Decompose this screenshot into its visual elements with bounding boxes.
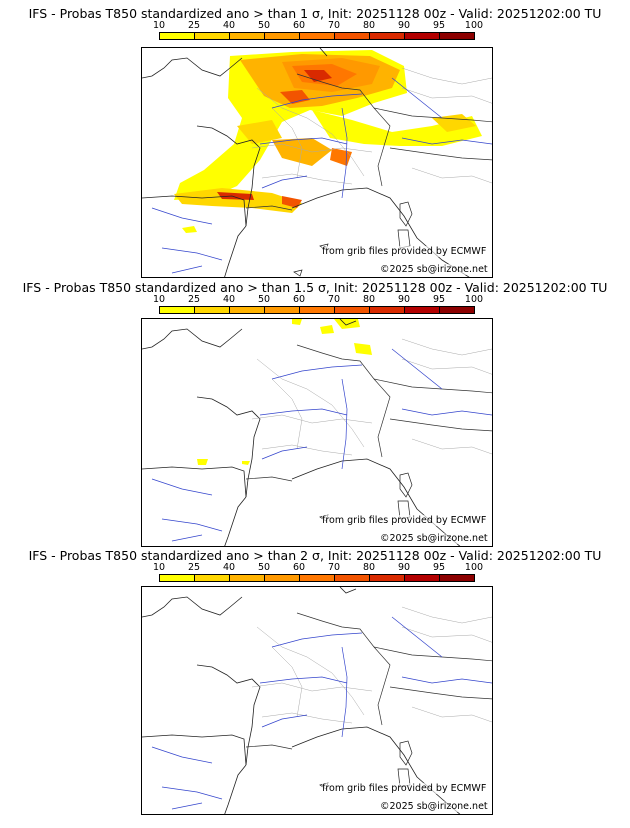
scale-swatch [265, 307, 300, 313]
rivers [151, 77, 492, 274]
scale-tick: 10 [152, 294, 166, 305]
panel-title: IFS - Probas T850 standardized ano > tha… [28, 6, 602, 21]
scale-tick: 90 [397, 562, 411, 573]
scale-tick: 10 [152, 562, 166, 573]
scale-swatch [335, 575, 370, 581]
scale-tick: 25 [187, 20, 201, 31]
scale-tick: 25 [187, 562, 201, 573]
scale-swatch [160, 307, 195, 313]
probability-map: from grib files provided by ECMWF ©2025 … [141, 318, 493, 547]
rivers [151, 616, 492, 810]
scale-tick: 80 [362, 294, 376, 305]
coastlines [142, 319, 461, 546]
scale-swatch [230, 575, 265, 581]
scale-tick: 40 [222, 294, 236, 305]
scale-tick: 70 [327, 562, 341, 573]
scale-tick: 25 [187, 294, 201, 305]
color-scale-labels: 10 25 40 50 60 70 80 90 95 100 [0, 562, 630, 574]
scale-tick: 10 [152, 20, 166, 31]
scale-swatch [370, 307, 405, 313]
scale-tick: 80 [362, 562, 376, 573]
scale-swatch [230, 33, 265, 39]
probability-shading [174, 50, 482, 233]
map-canvas [142, 587, 492, 814]
scale-swatch [405, 33, 440, 39]
country-borders [245, 344, 492, 482]
panel-3: IFS - Probas T850 standardized ano > tha… [0, 548, 630, 820]
scale-tick: 50 [257, 562, 271, 573]
scale-swatch [160, 33, 195, 39]
probability-map: from grib files provided by ECMWF ©2025 … [141, 47, 493, 278]
scale-swatch [300, 575, 335, 581]
regional-borders [251, 606, 492, 724]
scale-swatch [300, 33, 335, 39]
scale-swatch [195, 307, 230, 313]
scale-tick: 40 [222, 20, 236, 31]
scale-tick: 80 [362, 20, 376, 31]
regional-borders [251, 67, 492, 185]
panel-1: IFS - Probas T850 standardized ano > tha… [0, 6, 630, 278]
scale-swatch [440, 575, 474, 581]
scale-tick: 95 [432, 20, 446, 31]
probability-map: from grib files provided by ECMWF ©2025 … [141, 586, 493, 815]
rivers [151, 348, 492, 542]
scale-tick: 100 [464, 20, 484, 31]
scale-swatch [160, 575, 195, 581]
panel-2: IFS - Probas T850 standardized ano > tha… [0, 280, 630, 548]
scale-tick: 95 [432, 294, 446, 305]
scale-tick: 60 [292, 294, 306, 305]
probability-shading [197, 319, 372, 465]
scale-swatch [300, 307, 335, 313]
color-scale-bar [159, 574, 475, 582]
color-scale-labels: 10 25 40 50 60 70 80 90 95 100 [0, 20, 630, 32]
scale-swatch [265, 575, 300, 581]
scale-tick: 70 [327, 20, 341, 31]
scale-swatch [230, 307, 265, 313]
scale-swatch [405, 575, 440, 581]
scale-swatch [195, 575, 230, 581]
scale-tick: 100 [464, 562, 484, 573]
map-canvas [142, 48, 492, 277]
scale-tick: 40 [222, 562, 236, 573]
scale-swatch [335, 307, 370, 313]
scale-tick: 60 [292, 562, 306, 573]
scale-tick: 50 [257, 20, 271, 31]
scale-swatch [405, 307, 440, 313]
map-canvas [142, 319, 492, 546]
scale-swatch [440, 33, 474, 39]
scale-tick: 100 [464, 294, 484, 305]
data-credit: from grib files provided by ECMWF [322, 515, 487, 526]
scale-swatch [440, 307, 474, 313]
scale-swatch [335, 33, 370, 39]
scale-tick: 95 [432, 562, 446, 573]
scale-tick: 70 [327, 294, 341, 305]
scale-swatch [370, 33, 405, 39]
data-credit: from grib files provided by ECMWF [322, 246, 487, 257]
scale-tick: 60 [292, 20, 306, 31]
coastlines [142, 587, 461, 814]
panel-title: IFS - Probas T850 standardized ano > tha… [28, 548, 602, 563]
color-scale-bar [159, 306, 475, 314]
scale-swatch [265, 33, 300, 39]
copyright: ©2025 sb@irizone.net [380, 801, 488, 812]
scale-tick: 90 [397, 294, 411, 305]
panel-title: IFS - Probas T850 standardized ano > tha… [22, 280, 608, 295]
islands [319, 740, 413, 790]
copyright: ©2025 sb@irizone.net [380, 264, 488, 275]
scale-tick: 90 [397, 20, 411, 31]
data-credit: from grib files provided by ECMWF [322, 783, 487, 794]
color-scale-labels: 10 25 40 50 60 70 80 90 95 100 [0, 294, 630, 306]
copyright: ©2025 sb@irizone.net [380, 533, 488, 544]
country-borders [245, 612, 492, 750]
regional-borders [251, 338, 492, 456]
scale-tick: 50 [257, 294, 271, 305]
islands [319, 472, 413, 522]
color-scale-bar [159, 32, 475, 40]
scale-swatch [370, 575, 405, 581]
scale-swatch [195, 33, 230, 39]
